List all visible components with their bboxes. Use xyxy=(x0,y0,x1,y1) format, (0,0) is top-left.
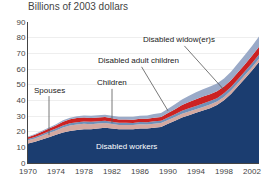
svg-text:70: 70 xyxy=(16,49,25,58)
svg-text:Children: Children xyxy=(97,78,127,87)
svg-text:80: 80 xyxy=(16,33,25,42)
svg-text:20: 20 xyxy=(16,127,25,136)
svg-text:90: 90 xyxy=(16,18,25,27)
svg-text:2002: 2002 xyxy=(243,167,261,176)
svg-text:1990: 1990 xyxy=(159,167,177,176)
svg-text:Billions of 2003 dollars: Billions of 2003 dollars xyxy=(28,1,128,12)
svg-text:Disabled widow(er)s: Disabled widow(er)s xyxy=(143,35,215,44)
svg-text:Disabled workers: Disabled workers xyxy=(96,142,157,151)
svg-text:50: 50 xyxy=(16,80,25,89)
svg-text:1974: 1974 xyxy=(47,167,65,176)
svg-text:1970: 1970 xyxy=(19,167,37,176)
svg-text:Spouses: Spouses xyxy=(34,86,65,95)
svg-text:60: 60 xyxy=(16,65,25,74)
svg-text:30: 30 xyxy=(16,112,25,121)
svg-text:1978: 1978 xyxy=(75,167,93,176)
svg-text:10: 10 xyxy=(16,143,25,152)
svg-text:1994: 1994 xyxy=(187,167,205,176)
svg-text:0: 0 xyxy=(21,159,26,168)
svg-text:Disabled adult children: Disabled adult children xyxy=(98,56,179,65)
svg-text:40: 40 xyxy=(16,96,25,105)
svg-text:1998: 1998 xyxy=(215,167,233,176)
svg-text:1986: 1986 xyxy=(131,167,149,176)
svg-text:1982: 1982 xyxy=(103,167,121,176)
